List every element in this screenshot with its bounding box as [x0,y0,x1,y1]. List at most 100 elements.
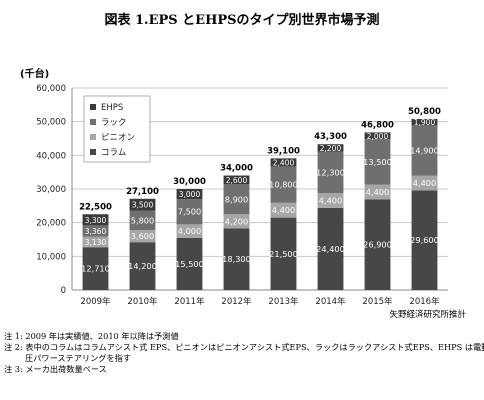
bar-segment [129,242,156,290]
stacked-bar-chart: 0 10,000 20,000 30,000 40,000 50,000 60,000 (千台… [20,67,448,307]
bar-segment [411,118,438,126]
bar-segment [317,207,344,290]
bar-segment [82,214,109,226]
y-tick-label: 50,000 [36,118,66,128]
data-label: 5,800 [131,215,154,225]
y-tick-label: 40,000 [36,151,66,161]
data-label: 13,500 [363,157,392,167]
bar-segment [176,224,203,238]
data-label: 29,600 [410,235,439,245]
source-note: 矢野経済研究所推計 [389,310,466,320]
data-label: 15,500 [175,259,204,269]
data-label: 2,000 [367,132,389,141]
x-tick-label: 2016年 [409,296,440,307]
bar-segment [223,175,250,185]
legend-swatch [90,149,96,155]
total-label: 22,500 [79,202,112,212]
data-label: 4,400 [366,187,389,197]
legend-swatch [90,119,96,125]
data-label: 3,000 [179,190,201,199]
legend-label: コラム [101,148,126,158]
bar-segment [270,217,297,290]
bar-segment [176,237,203,290]
data-label: 7,500 [178,207,201,217]
y-tick-label: 20,000 [36,219,66,229]
y-axis-label: (千台) [20,67,49,80]
data-label: 14,200 [128,261,157,271]
x-tick-label: 2011年 [174,296,205,307]
y-tick-label: 0 [61,286,66,296]
legend-swatch [90,134,96,140]
data-label: 18,300 [222,254,251,264]
x-tick-label: 2009年 [80,296,111,307]
x-tick-label: 2012年 [221,296,252,307]
data-label: 3,600 [131,231,154,241]
data-label: 4,400 [319,195,342,205]
y-tick-label: 10,000 [36,252,66,262]
y-tick-label: 60,000 [36,84,66,94]
data-label: 12,300 [316,167,345,177]
x-tick-label: 2014年 [315,296,346,307]
bar-segment [129,198,156,211]
y-tick-label: 30,000 [36,185,66,195]
bar-segment [364,132,391,140]
data-label: 3,500 [132,201,154,210]
bar-segment [82,225,109,237]
bar-segment [129,210,156,231]
bar-segment [82,247,109,290]
bar-segment [176,199,203,225]
data-label: 4,400 [272,205,295,215]
total-label: 34,000 [220,164,253,174]
x-tick-label: 2013年 [268,296,299,307]
bar-segment [364,184,391,200]
bar-segment [364,139,391,185]
total-label: 50,800 [408,107,441,117]
data-label: 21,500 [269,249,298,259]
data-label: 4,200 [225,216,248,226]
notes-block: 注 1: 2009 年は実績値、2010 年以降は予測値 注 2: 表中のコラム… [4,331,484,375]
note-3: 注 3: メーカ出荷数量ベース [4,364,107,374]
chart-title: 図表 1.EPS とEHPSのタイプ別世界市場予測 [104,13,380,28]
data-label: 2,400 [273,158,295,167]
note-2: 注 2: 表中のコラムはコラムアシスト式 EPS、ピニオンはピニオンアシスト式E… [4,342,484,352]
bar-segment [364,199,391,290]
data-label: 8,900 [225,194,248,204]
x-tick-label: 2010年 [127,296,158,307]
legend-swatch [90,104,96,110]
data-label: 26,900 [363,240,392,250]
total-label: 27,100 [126,187,159,197]
bar-segment [270,158,297,167]
data-label: 14,900 [410,145,439,155]
bar-segment [176,189,203,200]
x-tick-label: 2015年 [362,296,393,307]
bar-segment [317,151,344,194]
data-label: 2,600 [226,176,248,185]
bar-segment [82,236,109,248]
bar-segment [317,144,344,152]
bar-segment [223,228,250,290]
data-label: 3,300 [85,216,107,225]
legend-label: EHPS [101,103,123,113]
bar-segment [129,230,156,243]
data-label: 4,000 [178,226,201,236]
data-label: 2,200 [320,144,342,153]
bar-segment [223,214,250,229]
bar-segment [270,202,297,218]
data-label: 3,130 [85,238,107,247]
legend-label: ラック [101,118,127,128]
bar-segment [411,190,438,290]
bar-segment [223,184,250,215]
bar-segment [317,193,344,208]
note-1: 注 1: 2009 年は実績値、2010 年以降は予測値 [4,331,179,341]
total-label: 39,100 [267,146,300,156]
total-label: 43,300 [314,132,347,142]
data-label: 12,710 [81,264,110,274]
legend-label: ピニオン [101,133,135,143]
total-label: 30,000 [173,177,206,187]
data-label: 24,400 [316,244,345,254]
note-2-continuation: 圧パワーステアリングを指す [25,353,132,363]
bar-segment [270,166,297,203]
data-label: 4,400 [413,178,436,188]
total-label: 46,800 [361,120,394,130]
data-label: 10,800 [269,180,298,190]
